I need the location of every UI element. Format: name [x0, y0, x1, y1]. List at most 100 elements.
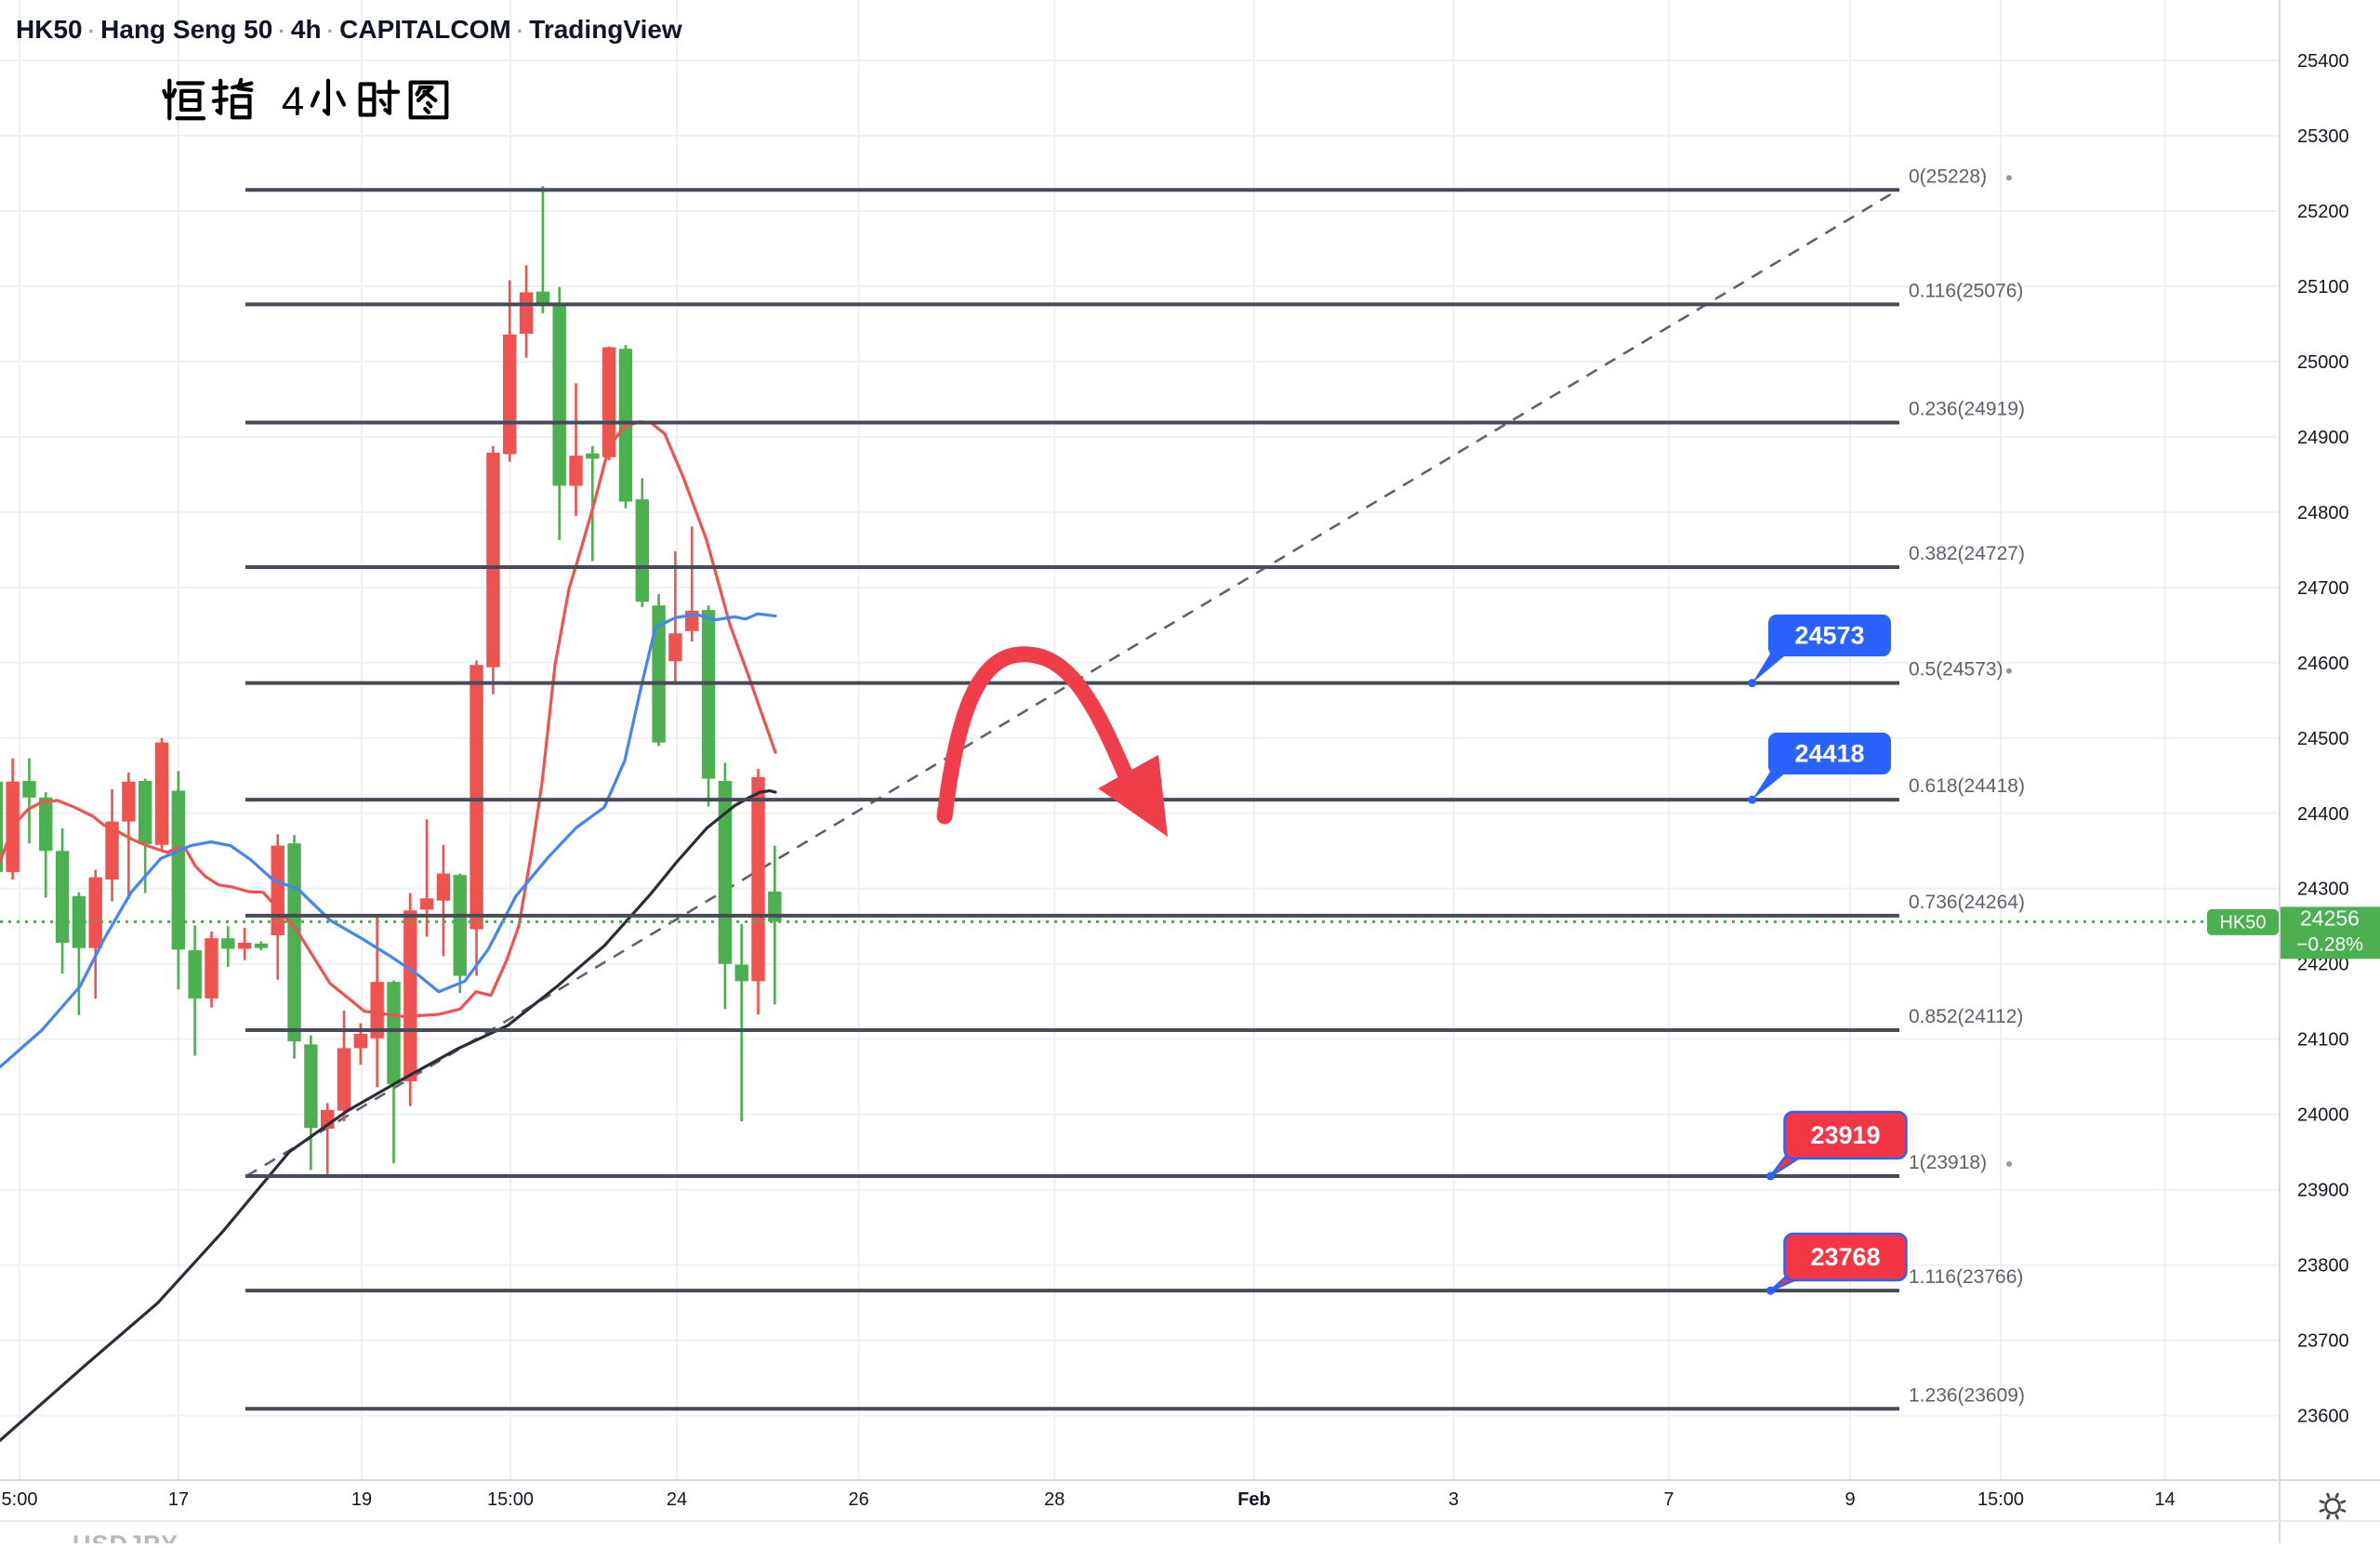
candle-up	[337, 1010, 351, 1121]
title-glyph-stroke	[170, 87, 178, 99]
time-tick-label: 26	[848, 1489, 868, 1510]
candle-up	[154, 737, 169, 852]
legend-separator: ·	[322, 20, 340, 43]
candle-up	[403, 893, 417, 1106]
price-tick-label: 24200	[2297, 955, 2349, 975]
legend-part: 4h	[291, 15, 322, 44]
red-arrow-annotation[interactable]	[936, 646, 1168, 837]
fib-level-label: 1(23918)	[1909, 1152, 1987, 1173]
time-tick-label: 19	[351, 1489, 372, 1510]
legend-part: TradingView	[529, 15, 682, 44]
candle-body	[635, 499, 649, 602]
price-callout-blue[interactable]: 24418	[1748, 733, 1891, 804]
title-glyph-stroke	[336, 90, 347, 107]
callout-box[interactable]	[1783, 1110, 1908, 1160]
candle-up	[419, 819, 434, 937]
legend-part: CAPITALCOM	[339, 15, 511, 44]
candle-body	[701, 610, 716, 779]
candle-body	[304, 1044, 318, 1129]
candle-body	[55, 851, 70, 944]
candle-down	[552, 286, 566, 540]
candle-down	[304, 1035, 318, 1171]
price-badge	[2281, 906, 2380, 959]
chart-legend[interactable]: HK50 · Hang Seng 50 · 4h · CAPITALCOM · …	[16, 15, 682, 44]
title-glyph-stroke	[378, 98, 387, 107]
legend-part: Hang Seng 50	[100, 15, 272, 44]
price-tick-label: 25000	[2297, 352, 2349, 373]
fib-level-label: 0.618(24418)	[1909, 775, 2025, 797]
title-glyph	[211, 77, 254, 120]
title-glyph-stroke	[383, 79, 392, 115]
candle-body	[221, 938, 235, 949]
candle-up	[469, 660, 483, 976]
candle-body	[105, 821, 119, 880]
candle-down	[188, 925, 202, 1056]
price-tick-label: 23600	[2297, 1407, 2349, 1427]
title-glyph	[162, 78, 206, 121]
settings-icon-ray	[2334, 1492, 2339, 1499]
candle-body	[734, 964, 748, 982]
candle-up	[486, 445, 500, 695]
candle-up	[105, 788, 119, 902]
title-glyph-stroke	[230, 94, 252, 120]
fib-handle-dot[interactable]	[2006, 668, 2012, 674]
red-arrow-shaft[interactable]	[936, 646, 1133, 825]
candle-up	[685, 526, 699, 642]
callout-text: 24573	[1794, 622, 1864, 650]
price-tick-label: 24300	[2297, 880, 2349, 900]
symbol-badge	[2207, 908, 2279, 935]
candle-down	[254, 941, 269, 951]
price-tick-label: 24100	[2297, 1030, 2349, 1051]
title-glyph-stroke	[416, 86, 434, 103]
title-glyph-stroke	[162, 88, 169, 99]
callout-tail	[1752, 651, 1791, 683]
candle-down	[536, 186, 550, 314]
price-callout-blue[interactable]: 24573	[1748, 615, 1891, 688]
candle-body	[72, 895, 86, 948]
title-glyph-stroke	[310, 90, 321, 108]
settings-icon-ray	[2326, 1492, 2331, 1499]
candle-body	[569, 456, 583, 486]
price-tick-label: 23800	[2297, 1256, 2349, 1277]
title-glyph	[358, 79, 401, 117]
candle-down	[55, 827, 70, 974]
callout-box[interactable]	[1768, 733, 1891, 774]
time-axis[interactable]: 5:00 17 19 15:00 24 26 28 Feb 3 7 9 15:00 14	[2, 1489, 2175, 1510]
candle-down	[22, 758, 36, 844]
red-arrow-head[interactable]	[1098, 755, 1168, 837]
fib-handle-dot[interactable]	[2006, 1161, 2012, 1168]
legend-separator: ·	[83, 20, 101, 43]
candle-body	[503, 334, 517, 455]
callout-box[interactable]	[1783, 1232, 1908, 1282]
fibonacci-retracement[interactable]: 0(25228) 0.116(25076) 0.236(24919) 0.382(24…	[245, 165, 2025, 1411]
settings-icon[interactable]	[2319, 1492, 2347, 1520]
price-callouts[interactable]: 24573 24418 23919 23768	[1748, 615, 1908, 1295]
candle-up	[205, 931, 218, 1008]
price-axis[interactable]: 25400 25300 25200 25100 25000 24900 24800 24700…	[2297, 51, 2349, 1427]
fib-level-label: 0.852(24112)	[1909, 1006, 2023, 1027]
candle-body	[22, 780, 36, 798]
price-callout-red[interactable]: 23919	[1766, 1110, 1908, 1181]
settings-icon-ray	[2319, 1508, 2325, 1513]
candle-body	[353, 1034, 368, 1049]
chart-header: HK50 · Hang Seng 50 · 4h · CAPITALCOM · …	[16, 15, 682, 125]
gridlines	[0, 0, 2280, 1480]
callout-anchor-dot	[1766, 1171, 1775, 1181]
chinese-title: 恒指 4小时图 4	[162, 77, 449, 125]
price-callout-red[interactable]: 23768	[1766, 1232, 1908, 1295]
title-glyph-stroke	[423, 107, 431, 114]
fib-level-label: 0(25228)	[1909, 165, 1987, 187]
candle-body	[122, 781, 136, 822]
price-tick-label: 24400	[2297, 804, 2349, 825]
candle-body	[171, 790, 186, 950]
candle-body	[718, 780, 733, 964]
settings-icon-circle	[2324, 1498, 2341, 1515]
fib-handle-dot[interactable]	[2006, 175, 2012, 181]
time-tick-label: 15:00	[1977, 1489, 2024, 1510]
time-tick-label: 3	[1448, 1489, 1459, 1510]
title-glyph-stroke	[230, 81, 254, 90]
candlestick-series	[0, 186, 782, 1177]
callout-box[interactable]	[1768, 615, 1891, 656]
